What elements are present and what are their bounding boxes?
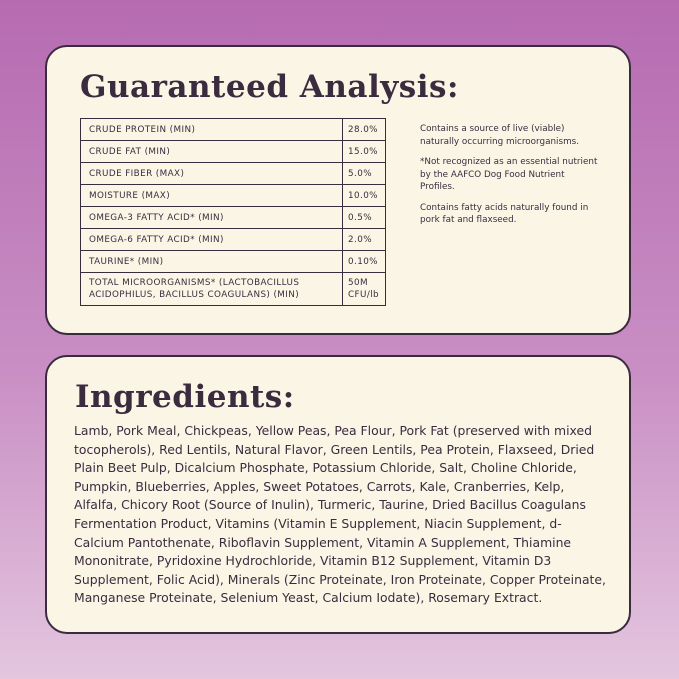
nutrient-label: CRUDE FIBER (MAX) (80, 162, 343, 185)
table-row: TAURINE* (MIN) 0.10% (80, 250, 386, 273)
nutrient-value: 0.10% (342, 250, 386, 273)
table-row: CRUDE FIBER (MAX) 5.0% (80, 162, 386, 185)
table-row: MOISTURE (MAX) 10.0% (80, 184, 386, 207)
nutrient-value: 2.0% (342, 228, 386, 251)
analysis-table: CRUDE PROTEIN (MIN) 28.0% CRUDE FAT (MIN) 1… (80, 118, 386, 306)
ingredients-text: Lamb, Pork Meal, Chickpeas, Yellow Peas,… (74, 423, 606, 606)
notes: Contains a source of live (viable) natur… (420, 123, 600, 235)
table-row: OMEGA-6 FATTY ACID* (MIN) 2.0% (80, 228, 386, 251)
table-row: OMEGA-3 FATTY ACID* (MIN) 0.5% (80, 206, 386, 229)
nutrient-label: CRUDE PROTEIN (MIN) (80, 118, 343, 141)
nutrient-value: 15.0% (342, 140, 386, 163)
nutrient-label: TAURINE* (MIN) (80, 250, 343, 273)
nutrient-label: CRUDE FAT (MIN) (80, 140, 343, 163)
note: Contains fatty acids naturally found in … (420, 202, 589, 226)
ingredients-card: Ingredients: Lamb, Pork Meal, Chickpeas,… (45, 355, 631, 634)
nutrient-label: OMEGA-3 FATTY ACID* (MIN) (80, 206, 343, 229)
note: *Not recognized as an essential nutrient… (420, 157, 598, 192)
table-row: TOTAL MICROORGANISMS* (LACTOBACILLUS ACI… (80, 272, 386, 306)
table-row: CRUDE PROTEIN (MIN) 28.0% (80, 118, 386, 141)
nutrient-value: 5.0% (342, 162, 386, 185)
nutrient-label: TOTAL MICROORGANISMS* (LACTOBACILLUS ACI… (80, 272, 343, 306)
table-row: CRUDE FAT (MIN) 15.0% (80, 140, 386, 163)
analysis-title: Guaranteed Analysis: (80, 69, 459, 105)
analysis-card: Guaranteed Analysis: CRUDE PROTEIN (MIN)… (45, 45, 631, 335)
nutrient-value: 10.0% (342, 184, 386, 207)
nutrient-label: OMEGA-6 FATTY ACID* (MIN) (80, 228, 343, 251)
nutrient-label: MOISTURE (MAX) (80, 184, 343, 207)
nutrient-value: 0.5% (342, 206, 386, 229)
note: Contains a source of live (viable) natur… (420, 124, 580, 147)
table-body: CRUDE PROTEIN (MIN) 28.0% CRUDE FAT (MIN) 1… (80, 118, 386, 306)
nutrient-value: 28.0% (342, 118, 386, 141)
nutrient-value: 50M CFU/lb (342, 272, 386, 306)
ingredients-title: Ingredients: (75, 379, 295, 415)
